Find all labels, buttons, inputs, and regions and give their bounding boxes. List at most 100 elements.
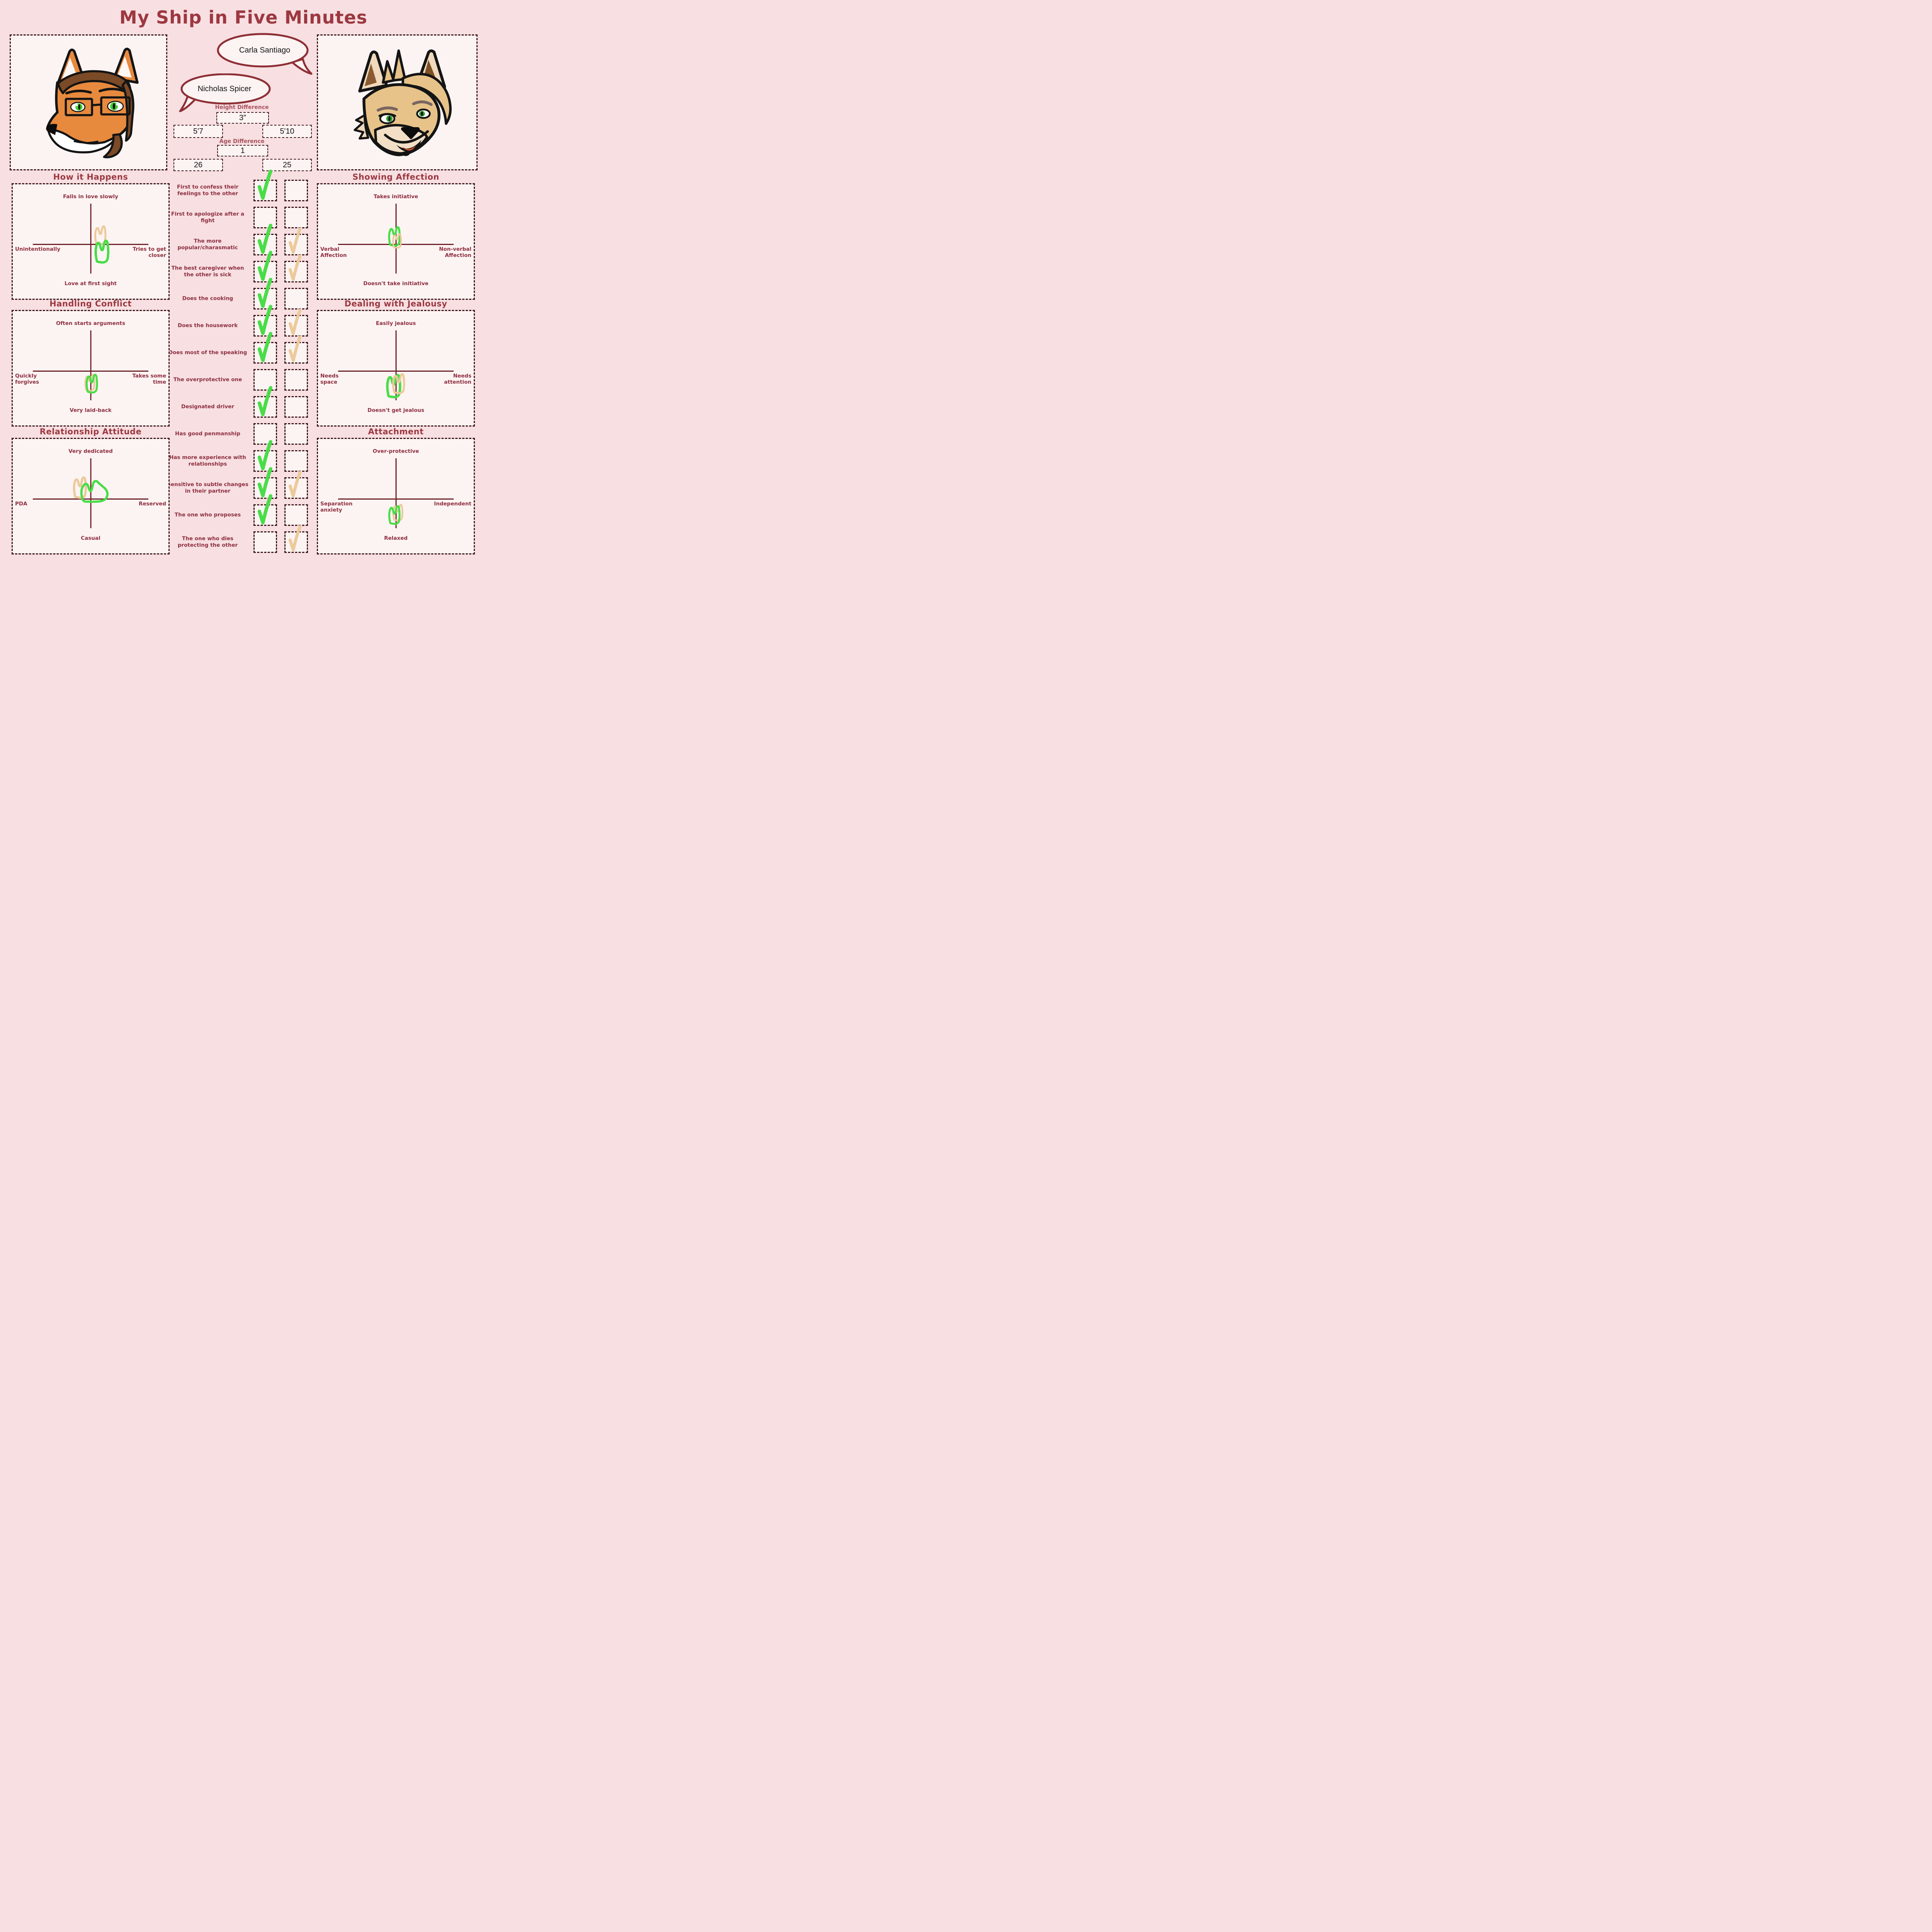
green-check-icon: [257, 386, 272, 417]
left-checkbox[interactable]: [253, 250, 277, 282]
right-checkbox[interactable]: [284, 207, 308, 228]
quadrant-box[interactable]: Very dedicated Casual PDA Reserved: [12, 438, 170, 554]
question-row: Does the cooking: [166, 277, 328, 311]
speech-bubble-icon: [179, 73, 271, 112]
left-checkbox[interactable]: [253, 207, 277, 228]
tan-check-icon: [288, 254, 302, 281]
question-row: Does the housework: [166, 304, 328, 338]
green-check-icon: [257, 332, 272, 362]
left-checkbox[interactable]: [253, 531, 277, 553]
page-title: My Ship in Five Minutes: [119, 7, 367, 28]
axis-label-top: Over-protective: [372, 448, 419, 454]
vertical-axis: [90, 330, 91, 400]
chart-title: Attachment: [368, 427, 424, 436]
name-bubble-bottom: Nicholas Spicer: [178, 73, 271, 112]
left-checkbox[interactable]: [253, 440, 277, 472]
axis-label-right: Non-verbal Affection: [439, 246, 471, 259]
right-checkbox[interactable]: [284, 450, 308, 472]
speech-bubble-icon: [217, 33, 313, 75]
vertical-axis: [395, 458, 396, 528]
left-checkbox[interactable]: [253, 304, 277, 337]
question-row: The one who proposes: [166, 494, 328, 527]
quadrant-box[interactable]: Easily jealous Doesn't get jealous Needs…: [317, 310, 475, 427]
green-check-icon: [257, 277, 272, 308]
chart-title: Showing Affection: [352, 172, 439, 182]
right-checkbox[interactable]: [284, 504, 308, 526]
right-checkbox[interactable]: [284, 396, 308, 418]
green-check-icon: [257, 250, 272, 281]
question-row: First to confess their feelings to the o…: [166, 169, 328, 203]
green-check-icon: [257, 304, 272, 335]
left-checkbox[interactable]: [253, 277, 277, 310]
green-mark: [94, 239, 109, 264]
left-checkbox[interactable]: [253, 169, 277, 201]
name-bubble-top: Carla Santiago: [216, 33, 313, 76]
left-checkbox[interactable]: [253, 332, 277, 364]
tan-check-icon: [288, 525, 302, 552]
left-checkbox[interactable]: [253, 369, 277, 391]
axis-label-top: Often starts arguments: [56, 320, 126, 327]
axis-label-left: PDA: [15, 500, 27, 507]
question-label: The overprotective one: [173, 376, 242, 383]
tan-check-icon: [288, 227, 302, 254]
left-checkbox[interactable]: [253, 423, 277, 445]
left-checkbox[interactable]: [253, 467, 277, 499]
green-mark: [386, 374, 401, 399]
tan-mark: [73, 476, 87, 499]
age-difference-value[interactable]: 1: [217, 145, 268, 156]
quadrant-box[interactable]: Over-protective Relaxed Separation anxie…: [317, 438, 475, 554]
question-row: The more popular/charasmatic: [166, 223, 328, 257]
axis-label-right: Needs attention: [444, 372, 471, 386]
left-checkbox[interactable]: [253, 494, 277, 526]
axis-label-bottom: Relaxed: [384, 535, 408, 541]
quadrant-box[interactable]: Takes initiative Doesn't take initiative…: [317, 183, 475, 300]
right-checkbox[interactable]: [284, 227, 308, 255]
right-checkbox[interactable]: [284, 525, 308, 553]
vertical-axis: [395, 330, 396, 400]
left-checkbox[interactable]: [253, 223, 277, 255]
tan-check-icon: [288, 308, 302, 335]
fox-portrait-drawing: [46, 48, 139, 158]
question-label: Does the cooking: [182, 295, 233, 302]
character-name-bottom: Nicholas Spicer: [197, 85, 252, 93]
question-label: Has more experience with relationships: [169, 454, 246, 467]
question-label: First to confess their feelings to the o…: [177, 184, 239, 197]
age-right-value[interactable]: 25: [262, 159, 312, 171]
age-left-value[interactable]: 26: [173, 159, 223, 171]
left-checkbox[interactable]: [253, 386, 277, 418]
tan-mark: [392, 373, 405, 395]
chart-title: Dealing with Jealousy: [344, 299, 447, 308]
question-row: The best caregiver when the other is sic…: [166, 250, 328, 284]
right-checkbox[interactable]: [284, 180, 308, 201]
right-checkbox[interactable]: [284, 308, 308, 337]
right-checkbox[interactable]: [284, 471, 308, 499]
axis-label-bottom: Very laid-back: [70, 407, 112, 413]
right-checkbox[interactable]: [284, 288, 308, 310]
character-name-top: Carla Santiago: [239, 46, 291, 54]
axis-label-right: Reserved: [138, 500, 166, 507]
height-right-value[interactable]: 5'10: [262, 125, 312, 138]
right-checkbox[interactable]: [284, 369, 308, 391]
height-left-value[interactable]: 5'7: [173, 125, 223, 138]
height-difference-value[interactable]: 3": [216, 112, 269, 124]
question-label: Does the housework: [177, 322, 238, 329]
green-check-icon: [257, 223, 272, 254]
question-label: Does most of the speaking: [168, 349, 247, 356]
green-mark: [388, 505, 401, 525]
question-row: Designated driver: [166, 386, 328, 419]
quadrant-box[interactable]: Often starts arguments Very laid-back Qu…: [12, 310, 170, 427]
right-checkbox[interactable]: [284, 254, 308, 282]
height-difference-label: Height Difference: [215, 104, 269, 111]
axis-label-left: Quickly forgives: [15, 372, 39, 386]
axis-label-right: Takes some time: [132, 372, 166, 386]
question-row: First to apologize after a fight: [166, 205, 328, 230]
axis-label-top: Falls in love slowly: [63, 193, 118, 200]
right-checkbox[interactable]: [284, 423, 308, 445]
right-checkbox[interactable]: [284, 335, 308, 364]
question-label: Sensitive to subtle changes in their par…: [167, 481, 248, 494]
question-label: The one who proposes: [174, 512, 241, 518]
question-label: The best caregiver when the other is sic…: [171, 265, 244, 278]
tan-mark: [85, 374, 96, 391]
quadrant-box[interactable]: Falls in love slowly Love at first sight…: [12, 183, 170, 300]
green-check-icon: [257, 440, 272, 471]
